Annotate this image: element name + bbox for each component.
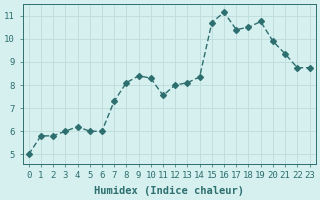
X-axis label: Humidex (Indice chaleur): Humidex (Indice chaleur) [94,186,244,196]
